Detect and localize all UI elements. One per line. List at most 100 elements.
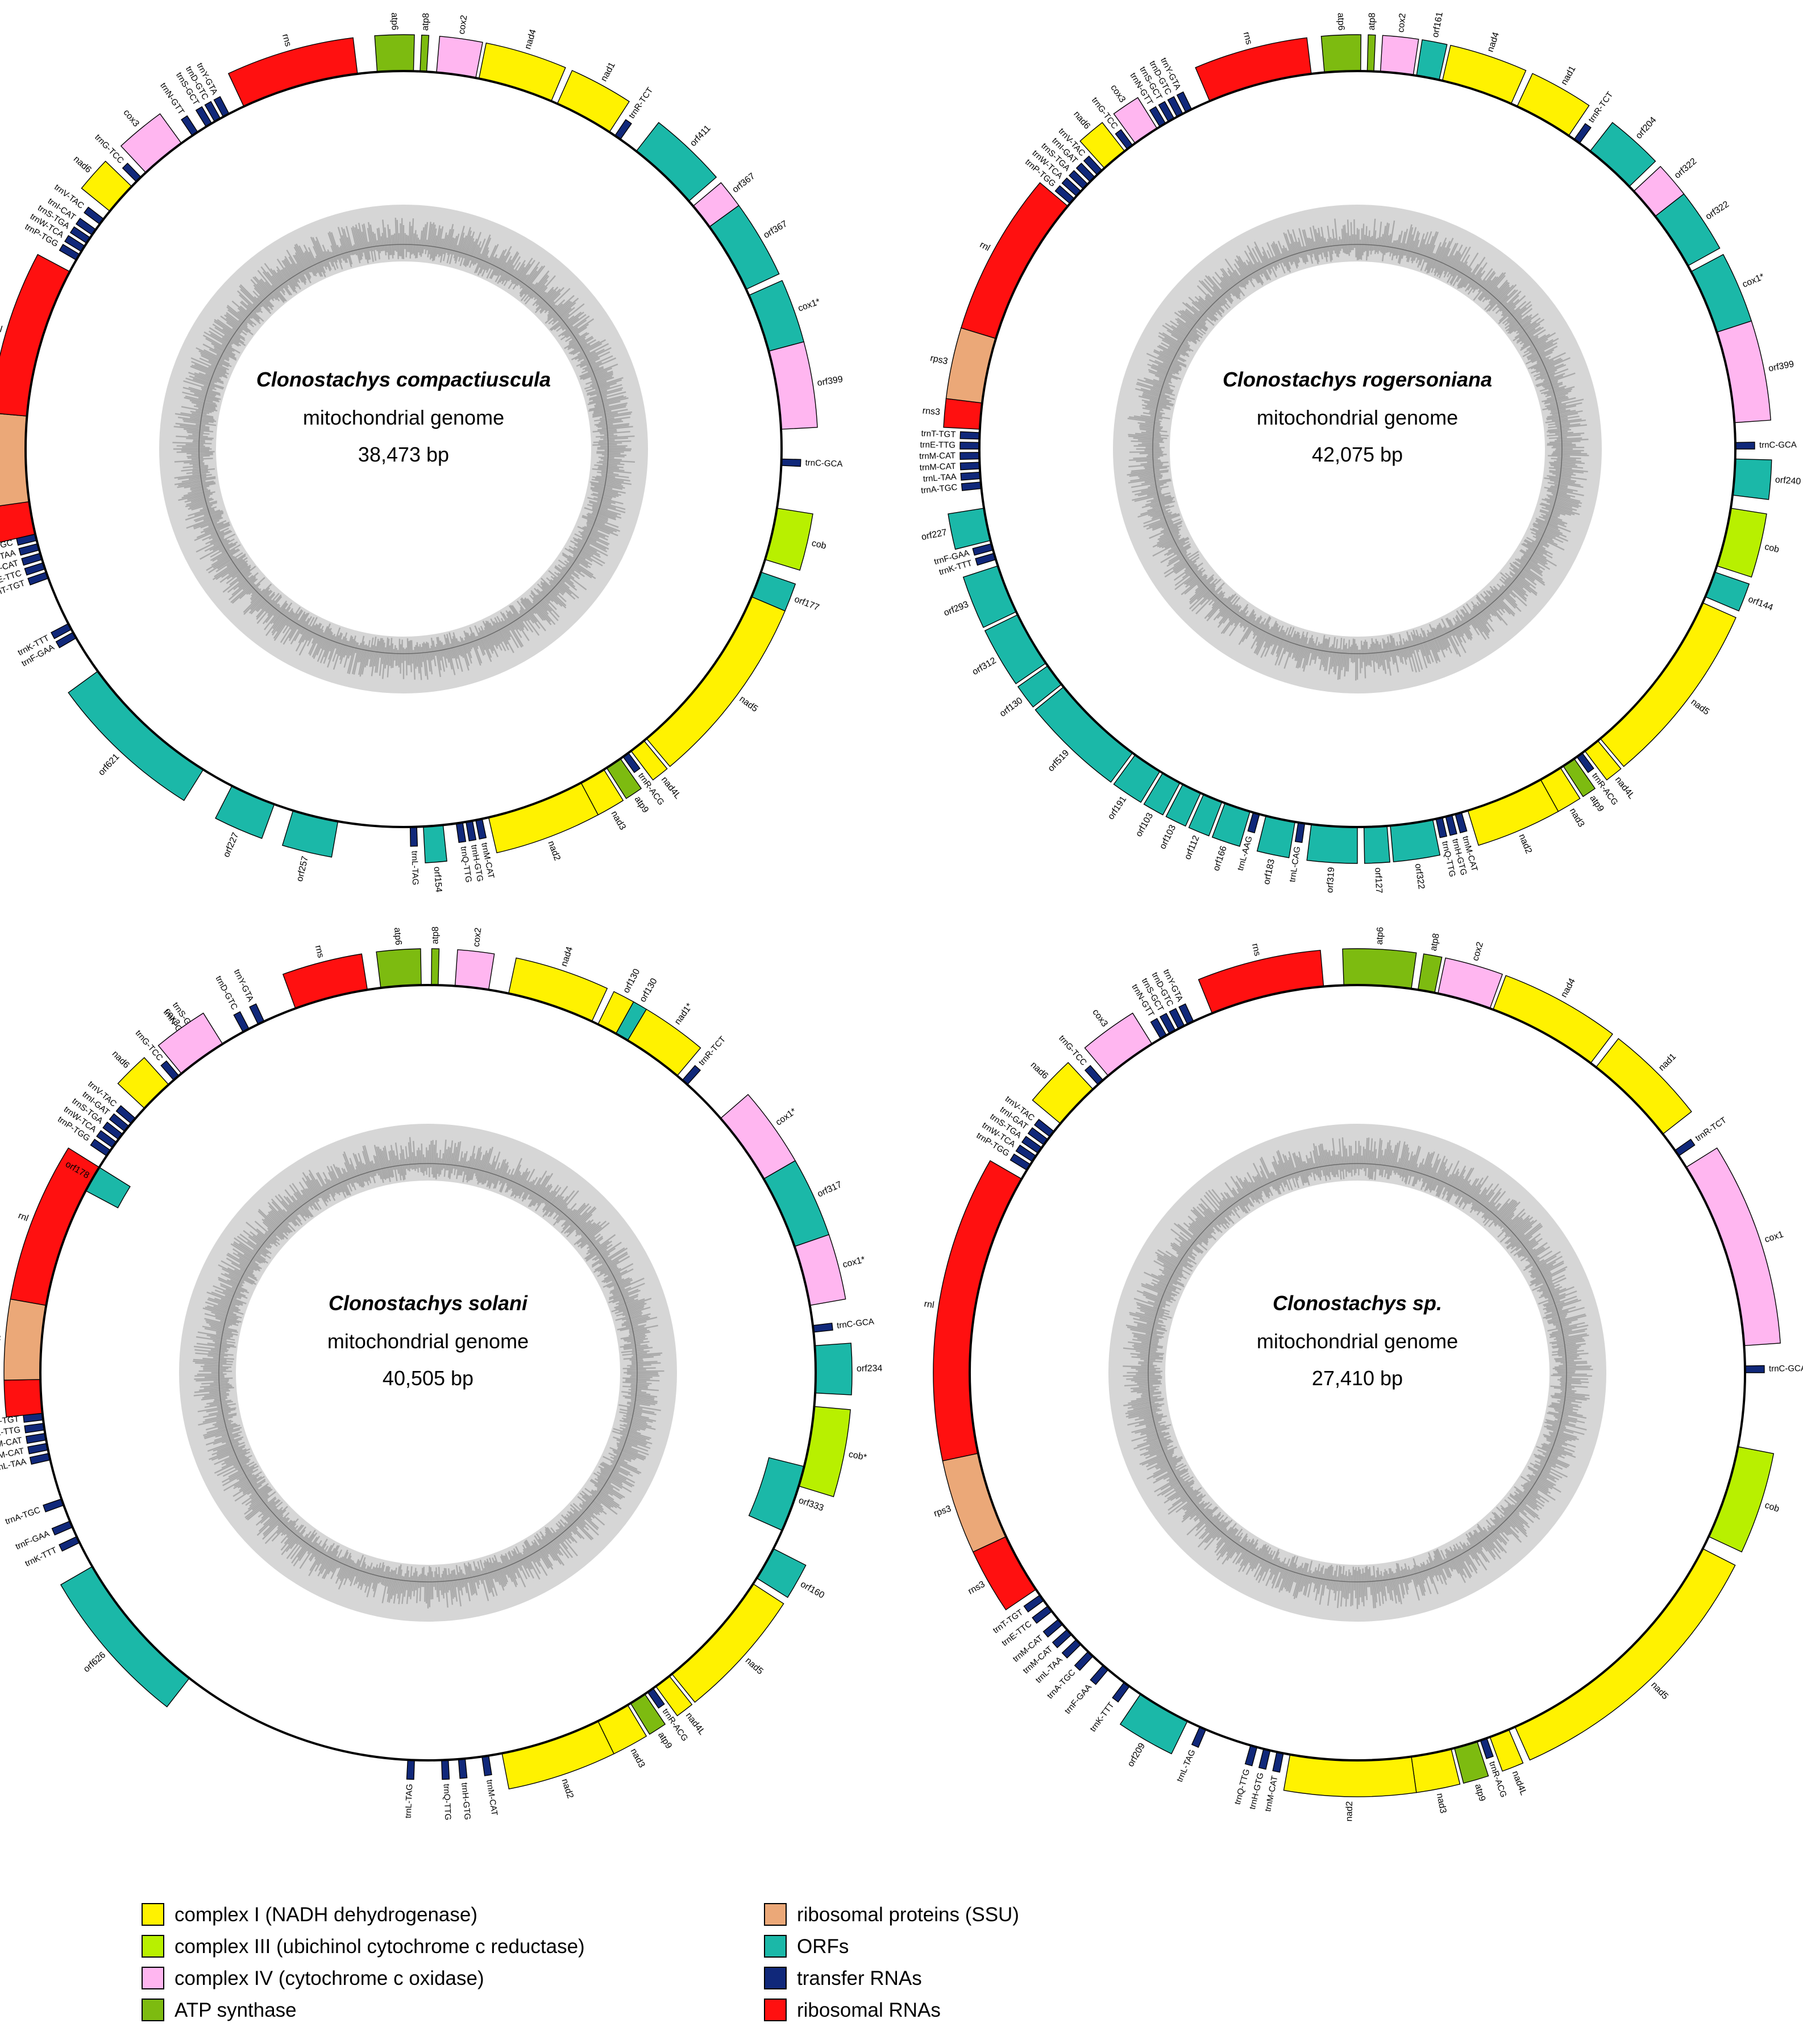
legend-swatch-complex1: [142, 1903, 164, 1926]
gene-orf234: [814, 1343, 853, 1395]
gene-label: cox2: [1396, 13, 1407, 32]
gene-label: cob: [1764, 542, 1780, 555]
gene-label: nad5: [1649, 1680, 1670, 1702]
gene-trnH-GTG: [1445, 814, 1457, 836]
gene-trnC-GCA: [780, 458, 801, 467]
gene-trnL-CAG: [1294, 822, 1306, 843]
gene-nad2: [488, 782, 599, 854]
gene-rns3: [943, 398, 983, 430]
gene-label: trnG-TCC: [1057, 1033, 1089, 1067]
gene-nad5: [671, 1583, 784, 1703]
gene-label: trnH-GTG: [459, 1782, 472, 1820]
gene-atp6: [376, 948, 422, 988]
gene-trnL-TAA: [960, 471, 981, 481]
organism-name: Clonostachys compactiuscula: [256, 368, 551, 391]
gene-label: trnQ-TTG: [1233, 1768, 1252, 1805]
gene-label: cox1: [1763, 1229, 1784, 1245]
gene-trnA-TGC: [961, 481, 982, 491]
gene-label: nad2: [546, 840, 562, 862]
gene-nad4: [1441, 44, 1527, 105]
gene-label: trnC-GCA: [805, 458, 842, 469]
gene-trnF-GAA: [51, 1520, 73, 1536]
gene-label: orf161: [1431, 11, 1445, 39]
gene-label: trnA-TGC: [921, 483, 958, 496]
gene-label: orf177: [793, 595, 821, 613]
gene-trnH-GTG: [1258, 1748, 1271, 1770]
gene-label: atp8: [421, 13, 431, 31]
gene-label: orf312: [971, 656, 998, 678]
legend-label-atp: ATP synthase: [175, 1999, 297, 2021]
genome-size: 40,505 bp: [383, 1366, 473, 1390]
gene-label: trnM-CAT: [1263, 1775, 1279, 1813]
gene-label: atp8: [1367, 13, 1377, 31]
legend-swatch-orf: [764, 1935, 787, 1958]
gene-label: rns3: [966, 1580, 987, 1597]
genome-subtitle: mitochondrial genome: [1257, 406, 1458, 429]
gene-label: nad1: [1657, 1052, 1678, 1073]
gene-label: rns3: [922, 406, 941, 417]
gene-label: orf257: [295, 855, 310, 882]
gene-label: orf399: [1768, 359, 1795, 373]
gene-label: orf519: [1046, 748, 1071, 774]
legend-swatch-rps: [764, 1903, 787, 1926]
gene-nad1: [1595, 1038, 1692, 1135]
gene-trnQ-TTG: [441, 1759, 450, 1780]
genome-size: 27,410 bp: [1312, 1366, 1403, 1390]
gene-rns: [1195, 37, 1312, 102]
gene-label: cob: [1764, 1501, 1781, 1514]
gene-label: nad2: [559, 1777, 575, 1800]
gene-trnM-CAT: [475, 818, 487, 840]
gene-label: rns3: [0, 1394, 1, 1405]
gene-label: atp6: [392, 927, 403, 945]
gene-orf183: [1256, 815, 1296, 858]
gene-label: orf227: [222, 831, 241, 858]
gene-label: orf399: [817, 375, 844, 388]
gene-cox1*: [720, 1094, 796, 1179]
gene-label: orf160: [799, 1580, 826, 1601]
gene-trnE-TTG: [24, 1423, 45, 1434]
genome-subtitle: mitochondrial genome: [1257, 1330, 1458, 1353]
gene-label: trnL-TAG: [410, 851, 421, 886]
gene-trnH-GTG: [458, 1758, 468, 1779]
gene-orf317: [763, 1160, 830, 1247]
gene-label: cox2: [457, 14, 470, 35]
gene-nad4: [478, 42, 566, 102]
gene-cob: [765, 508, 813, 571]
gene-orf160: [756, 1548, 807, 1598]
gene-label: atp9: [1473, 1783, 1487, 1802]
gene-orf319: [1306, 824, 1358, 864]
genome-size: 42,075 bp: [1312, 443, 1403, 466]
gene-nad4: [1492, 975, 1613, 1064]
gene-trnM-CAT: [27, 1443, 49, 1455]
gene-label: orf130: [638, 977, 659, 1004]
gene-label: orf411: [688, 123, 713, 148]
gene-trnM-CAT: [959, 452, 980, 460]
gene-trnM-CAT: [481, 1755, 492, 1776]
gene-trnK-TTT: [975, 552, 996, 566]
legend-label-complex3: complex III (ubichinol cytochrome c redu…: [175, 1935, 585, 1958]
gene-label: trnQ-TTG: [442, 1784, 453, 1821]
gene-label: cox2: [472, 927, 484, 948]
gene-label: nad5: [1689, 697, 1711, 717]
gene-orf257: [281, 810, 339, 858]
gene-label: cob*: [848, 1449, 868, 1463]
gene-trnL-TAG: [406, 1759, 415, 1780]
gene-label: rnl: [0, 322, 3, 334]
gene-label: nad4: [1559, 977, 1577, 999]
gene-trnL-TAG: [409, 826, 418, 847]
gc-content-ring: [1113, 205, 1602, 693]
gene-trnL-TAA: [29, 1452, 51, 1465]
genome-backbone: [978, 70, 1736, 828]
gene-label: rns: [313, 944, 326, 959]
gene-label: trnK-TTT: [23, 1546, 58, 1569]
organism-name: Clonostachys rogersoniana: [1223, 368, 1492, 391]
gene-label: orf127: [1373, 867, 1384, 894]
gene-label: orf293: [942, 600, 970, 618]
gene-label: atp9: [1588, 793, 1606, 813]
gene-label: orf367: [730, 171, 757, 194]
gene-label: nad6: [110, 1049, 131, 1070]
gene-label: orf191: [1106, 795, 1128, 821]
